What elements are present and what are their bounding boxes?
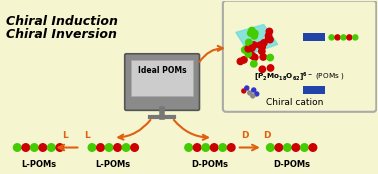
Circle shape [249, 45, 255, 51]
Circle shape [143, 84, 148, 89]
Circle shape [97, 144, 104, 151]
Circle shape [249, 27, 255, 34]
Text: $\mathbf{[P_2Mo_{18}O_{62}]^{6-}}$ (POMs ): $\mathbf{[P_2Mo_{18}O_{62}]^{6-}}$ (POMs… [254, 70, 345, 84]
Circle shape [275, 144, 283, 151]
Circle shape [292, 144, 300, 151]
Circle shape [154, 84, 159, 89]
Circle shape [245, 86, 249, 90]
Circle shape [252, 30, 258, 37]
Circle shape [347, 35, 352, 40]
Circle shape [259, 44, 265, 50]
Circle shape [211, 144, 218, 151]
Circle shape [194, 144, 201, 151]
Circle shape [241, 57, 247, 63]
Circle shape [160, 84, 165, 89]
Circle shape [56, 144, 64, 151]
Circle shape [170, 84, 176, 89]
Circle shape [252, 88, 256, 92]
Circle shape [237, 58, 243, 65]
Circle shape [259, 66, 265, 72]
Text: L-POMs: L-POMs [21, 160, 56, 169]
Circle shape [257, 42, 263, 48]
FancyBboxPatch shape [223, 1, 376, 112]
Text: Chiral Induction: Chiral Induction [6, 15, 118, 28]
Circle shape [202, 144, 209, 151]
FancyBboxPatch shape [302, 33, 324, 41]
Circle shape [341, 35, 346, 40]
Circle shape [248, 30, 254, 36]
Circle shape [245, 51, 251, 57]
Circle shape [252, 54, 258, 61]
Circle shape [267, 54, 273, 61]
Circle shape [329, 35, 334, 40]
Circle shape [335, 35, 340, 40]
Circle shape [255, 92, 259, 96]
Circle shape [260, 54, 266, 60]
FancyArrowPatch shape [200, 46, 223, 62]
Circle shape [185, 144, 192, 151]
Circle shape [14, 144, 21, 151]
Circle shape [265, 33, 272, 39]
Circle shape [251, 61, 257, 67]
Circle shape [251, 94, 255, 98]
Circle shape [242, 89, 246, 93]
Text: D-POMs: D-POMs [273, 160, 310, 169]
Circle shape [266, 28, 273, 35]
FancyBboxPatch shape [125, 54, 200, 110]
Circle shape [22, 144, 29, 151]
Circle shape [228, 144, 235, 151]
Circle shape [301, 144, 308, 151]
Circle shape [259, 48, 265, 54]
Circle shape [353, 35, 358, 40]
Circle shape [246, 39, 252, 46]
Circle shape [266, 144, 274, 151]
Circle shape [267, 36, 273, 43]
Circle shape [31, 144, 38, 151]
Circle shape [248, 91, 252, 95]
Circle shape [267, 65, 274, 71]
Polygon shape [236, 25, 278, 54]
Circle shape [309, 144, 317, 151]
Circle shape [39, 144, 46, 151]
FancyArrowPatch shape [118, 120, 150, 140]
Circle shape [265, 36, 272, 42]
Circle shape [88, 144, 96, 151]
Circle shape [284, 144, 291, 151]
Text: Chiral cation: Chiral cation [266, 98, 323, 107]
FancyBboxPatch shape [302, 86, 324, 94]
Text: D: D [241, 131, 249, 140]
FancyArrowPatch shape [174, 120, 208, 140]
Text: L: L [63, 131, 68, 140]
Circle shape [114, 144, 121, 151]
Text: L: L [85, 131, 90, 140]
Circle shape [105, 144, 113, 151]
Circle shape [131, 144, 138, 151]
Text: Chiral Inversion: Chiral Inversion [6, 29, 116, 41]
Text: Ideal POMs: Ideal POMs [138, 66, 186, 75]
Circle shape [219, 144, 226, 151]
Circle shape [176, 84, 181, 89]
Circle shape [251, 42, 257, 48]
Text: D-POMs: D-POMs [191, 160, 228, 169]
Circle shape [245, 46, 251, 52]
Circle shape [165, 84, 170, 89]
Text: L-POMs: L-POMs [96, 160, 131, 169]
Circle shape [249, 52, 256, 59]
Circle shape [122, 144, 130, 151]
Circle shape [261, 40, 267, 46]
Circle shape [149, 84, 153, 89]
FancyBboxPatch shape [131, 60, 193, 96]
Circle shape [48, 144, 55, 151]
Circle shape [242, 47, 248, 53]
Text: D: D [263, 131, 271, 140]
Circle shape [251, 33, 257, 39]
Circle shape [244, 45, 250, 52]
